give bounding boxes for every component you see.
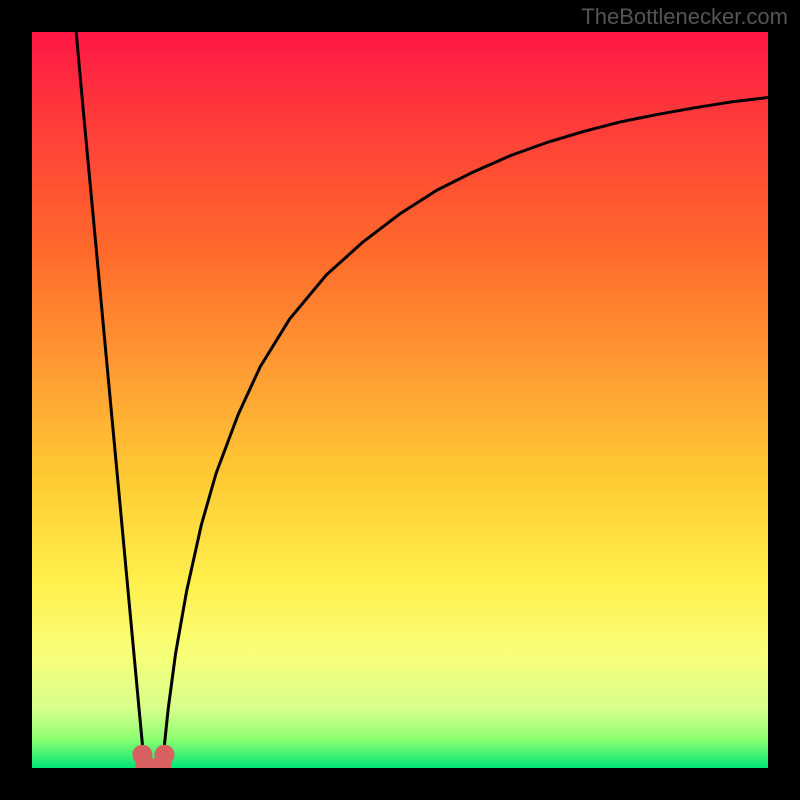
curve-path — [76, 32, 768, 767]
valley-marker-3 — [154, 745, 174, 765]
bottleneck-curve — [32, 32, 768, 768]
chart-frame: TheBottlenecker.com — [0, 0, 800, 800]
watermark-text: TheBottlenecker.com — [581, 4, 788, 30]
plot-area — [32, 32, 768, 768]
